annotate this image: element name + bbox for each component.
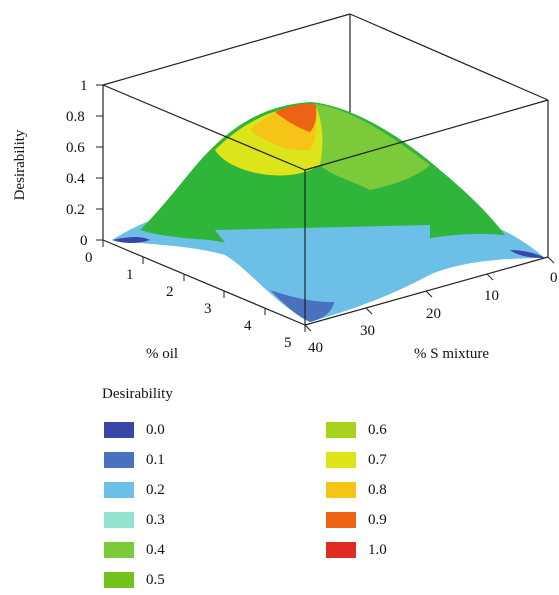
legend-item: 1.0 <box>326 535 446 565</box>
legend-item: 0.6 <box>326 415 446 445</box>
z-tick-label: 0.6 <box>66 140 85 156</box>
legend-item: 0.2 <box>104 475 326 505</box>
legend-swatch <box>104 542 134 558</box>
legend-label: 0.4 <box>146 541 165 558</box>
legend-swatch <box>326 542 356 558</box>
y-tick-mark <box>486 273 494 281</box>
surface-dark-front <box>270 290 335 322</box>
y-tick-mark <box>365 307 373 315</box>
y-tick-label: 20 <box>426 306 441 322</box>
legend-item: 0.1 <box>104 445 326 475</box>
x-tick-label: 2 <box>166 284 174 300</box>
surface-dark-left <box>112 237 150 243</box>
legend-item: 0.3 <box>104 505 326 535</box>
x-tick-label: 1 <box>126 267 134 283</box>
x-tick-label: 0 <box>85 250 93 266</box>
surface-right-shoulder <box>315 104 430 190</box>
color-legend: Desirability 0.0 0.1 0.2 0.3 0.4 0.5 0.6 0.7 0.8… <box>102 386 434 595</box>
y-tick-label: 30 <box>360 323 375 339</box>
y-tick-mark <box>425 290 433 298</box>
legend-label: 0.3 <box>146 511 165 528</box>
y-axis-title: % S mixture <box>414 346 489 362</box>
y-tick-mark <box>304 324 312 332</box>
legend-item: 0.4 <box>104 535 326 565</box>
legend-item: 0.7 <box>326 445 446 475</box>
box-edge <box>349 13 549 101</box>
legend-label: 0.9 <box>368 511 387 528</box>
box-edge <box>102 239 306 326</box>
x-axis <box>102 240 306 332</box>
legend-swatch <box>104 452 134 468</box>
legend-item: 0.9 <box>326 505 446 535</box>
surface <box>112 102 545 322</box>
y-tick-mark <box>547 256 555 264</box>
x-tick-label: 4 <box>244 318 252 334</box>
box-front <box>102 84 549 326</box>
surface-peak-max <box>275 103 317 132</box>
legend-label: 1.0 <box>368 541 387 558</box>
legend-label: 0.0 <box>146 421 165 438</box>
legend-label: 0.7 <box>368 451 387 468</box>
z-axis-title: Desirability <box>12 129 28 200</box>
legend-label: 0.1 <box>146 451 165 468</box>
legend-swatch <box>326 482 356 498</box>
x-tick-label: 3 <box>204 301 212 317</box>
legend-label: 0.5 <box>146 571 165 588</box>
surface-chart: 0 0.2 0.4 0.6 0.8 1 Desirability 0 1 2 3… <box>12 13 558 362</box>
y-tick-label: 0 <box>550 270 558 286</box>
legend-swatch <box>104 572 134 588</box>
legend-swatch <box>104 482 134 498</box>
x-tick-label: 5 <box>284 335 292 351</box>
z-axis <box>96 84 103 241</box>
box-edge <box>304 99 549 171</box>
surface-front-drape <box>215 225 430 302</box>
legend-swatch <box>104 512 134 528</box>
z-tick-label: 0 <box>80 233 88 249</box>
surface-dark-right <box>510 250 545 258</box>
x-axis-title: % oil <box>146 346 178 362</box>
legend-title: Desirability <box>102 386 173 402</box>
y-tick-label: 10 <box>484 288 499 304</box>
z-tick-label: 0.4 <box>66 171 85 187</box>
legend-item: 0.8 <box>326 475 446 505</box>
legend-swatch <box>104 422 134 438</box>
legend-swatch <box>326 422 356 438</box>
z-tick-label: 0.8 <box>66 109 85 125</box>
y-tick-label: 40 <box>308 340 323 356</box>
box-frame <box>102 13 549 257</box>
z-tick-label: 1 <box>80 78 88 94</box>
legend-label: 0.8 <box>368 481 387 498</box>
legend-item: 0.0 <box>104 415 326 445</box>
legend-swatch <box>326 512 356 528</box>
legend-swatch <box>326 452 356 468</box>
z-tick-label: 0.2 <box>66 202 85 218</box>
legend-label: 0.2 <box>146 481 165 498</box>
legend-grid: 0.0 0.1 0.2 0.3 0.4 0.5 0.6 0.7 0.8 0.9 1.0 <box>104 415 434 595</box>
legend-label: 0.6 <box>368 421 387 438</box>
y-axis <box>304 256 555 332</box>
box-edge <box>102 84 306 171</box>
box-edge <box>102 13 351 86</box>
legend-item: 0.5 <box>104 565 326 595</box>
